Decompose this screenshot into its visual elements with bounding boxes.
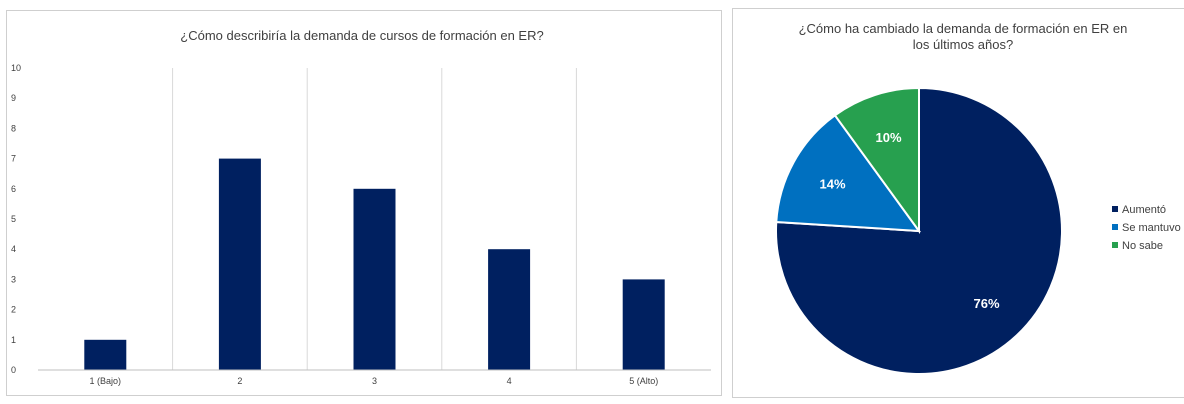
legend-label: Se mantuvo [1122,222,1181,234]
bar [488,249,531,370]
y-tick-label: 2 [11,305,16,315]
x-tick-label: 3 [372,376,377,386]
legend-marker [1112,224,1118,230]
pie-data-label: 10% [875,130,901,145]
y-tick-label: 3 [11,274,16,284]
bar [84,339,127,370]
legend-marker [1112,206,1118,212]
x-tick-label: 2 [237,376,242,386]
pie-chart: ¿Cómo ha cambiado la demanda de formació… [775,21,1181,375]
pie-slice [833,86,920,235]
bar-chart-title: ¿Cómo describiría la demanda de cursos d… [180,28,543,43]
pie-data-label: 76% [974,296,1000,311]
pie-chart-panel: ¿Cómo ha cambiado la demanda de formació… [732,8,1184,398]
bar [353,188,396,370]
legend-marker [1112,242,1118,248]
pie-data-label: 14% [820,176,846,191]
y-tick-label: 8 [11,123,16,133]
y-tick-label: 1 [11,335,16,345]
bar-chart-panel: ¿Cómo describiría la demanda de cursos d… [6,10,722,396]
x-tick-label: 4 [507,376,512,386]
y-tick-label: 0 [11,365,16,375]
x-tick-label: 5 (Alto) [629,376,658,386]
y-tick-label: 6 [11,184,16,194]
y-tick-label: 5 [11,214,16,224]
x-tick-label: 1 (Bajo) [90,376,122,386]
pie-slice [775,113,922,233]
y-tick-label: 9 [11,93,16,103]
legend-label: Aumentó [1122,204,1166,216]
bar [622,279,665,370]
bar-chart: ¿Cómo describiría la demanda de cursos d… [11,28,711,386]
pie-chart-title-line-2: los últimos años? [913,37,1013,52]
y-tick-label: 7 [11,154,16,164]
y-tick-label: 4 [11,244,16,254]
y-tick-label: 10 [11,63,21,73]
pie-chart-title-line-1: ¿Cómo ha cambiado la demanda de formació… [799,21,1128,36]
pie-slice [775,86,1063,375]
legend-label: No sabe [1122,240,1163,252]
bar [218,158,261,370]
